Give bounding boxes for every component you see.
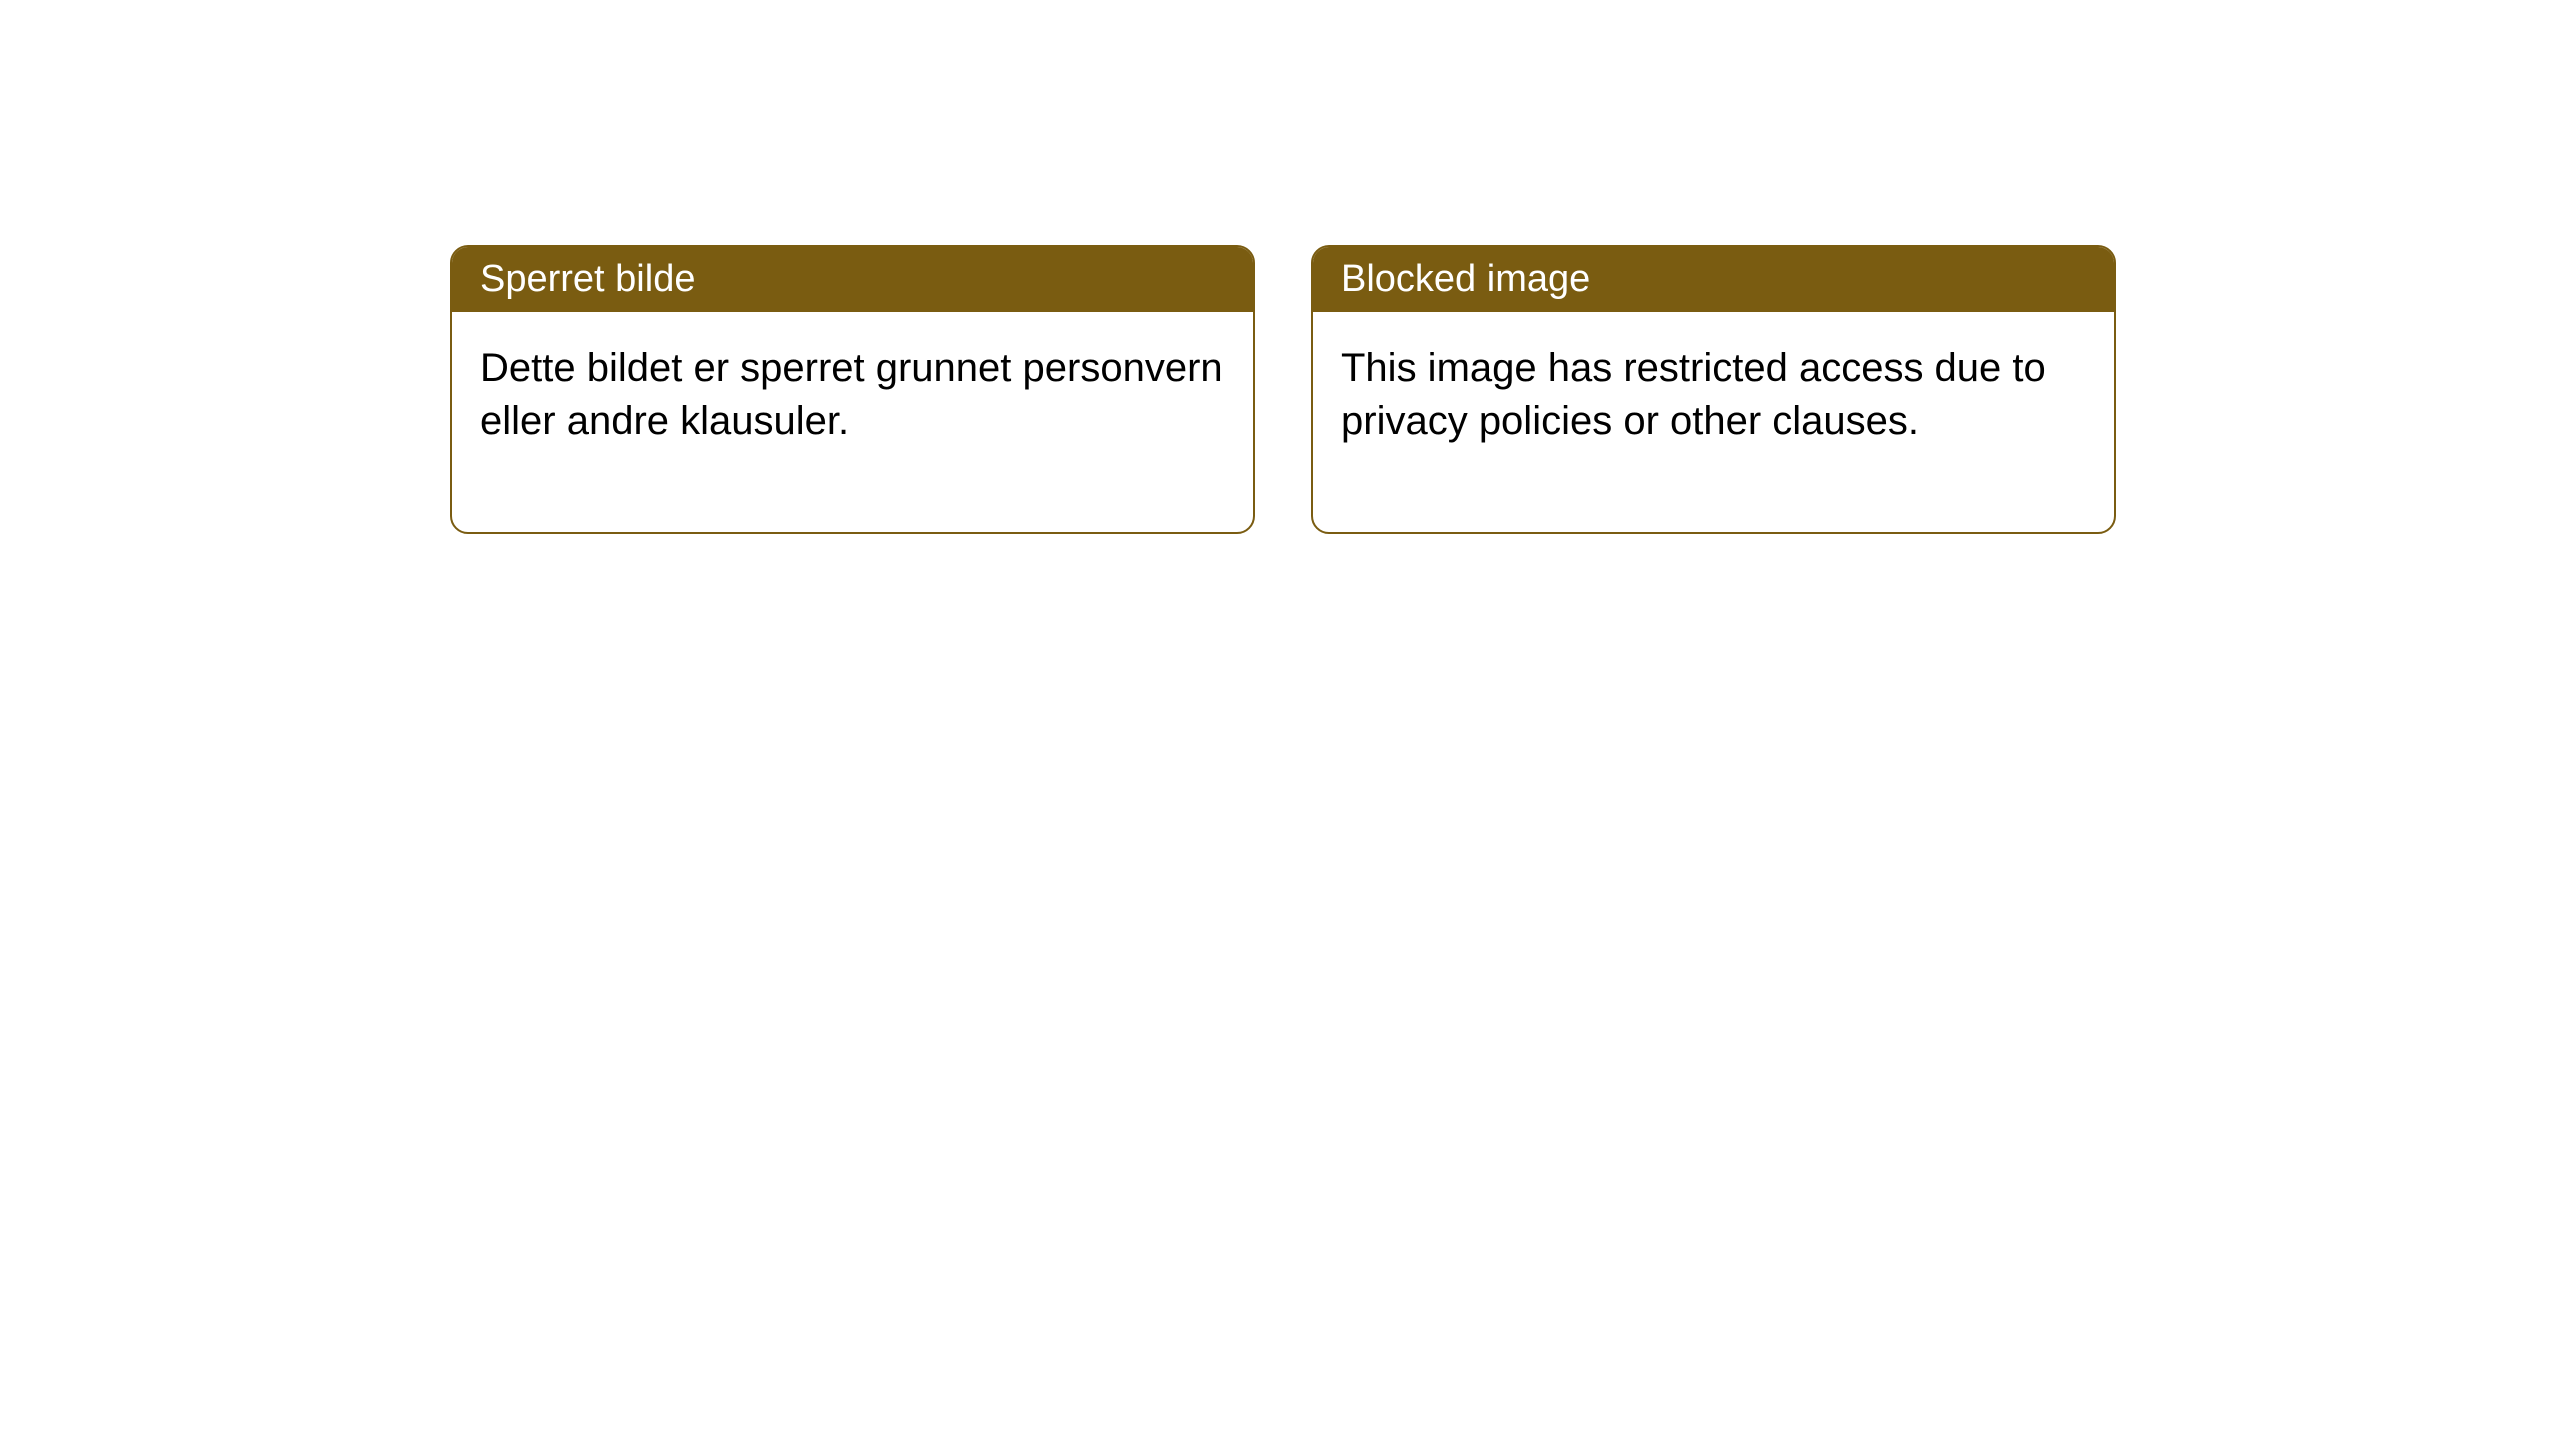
blocked-image-card-en: Blocked image This image has restricted … (1311, 245, 2116, 534)
card-title-no: Sperret bilde (480, 258, 695, 300)
blocked-image-card-no: Sperret bilde Dette bildet er sperret gr… (450, 245, 1255, 534)
card-header-en: Blocked image (1313, 247, 2114, 312)
cards-container: Sperret bilde Dette bildet er sperret gr… (0, 0, 2560, 534)
card-message-no: Dette bildet er sperret grunnet personve… (480, 346, 1223, 443)
card-header-no: Sperret bilde (452, 247, 1253, 312)
card-body-no: Dette bildet er sperret grunnet personve… (452, 312, 1253, 532)
card-body-en: This image has restricted access due to … (1313, 312, 2114, 532)
card-message-en: This image has restricted access due to … (1341, 346, 2046, 443)
card-title-en: Blocked image (1341, 258, 1590, 300)
